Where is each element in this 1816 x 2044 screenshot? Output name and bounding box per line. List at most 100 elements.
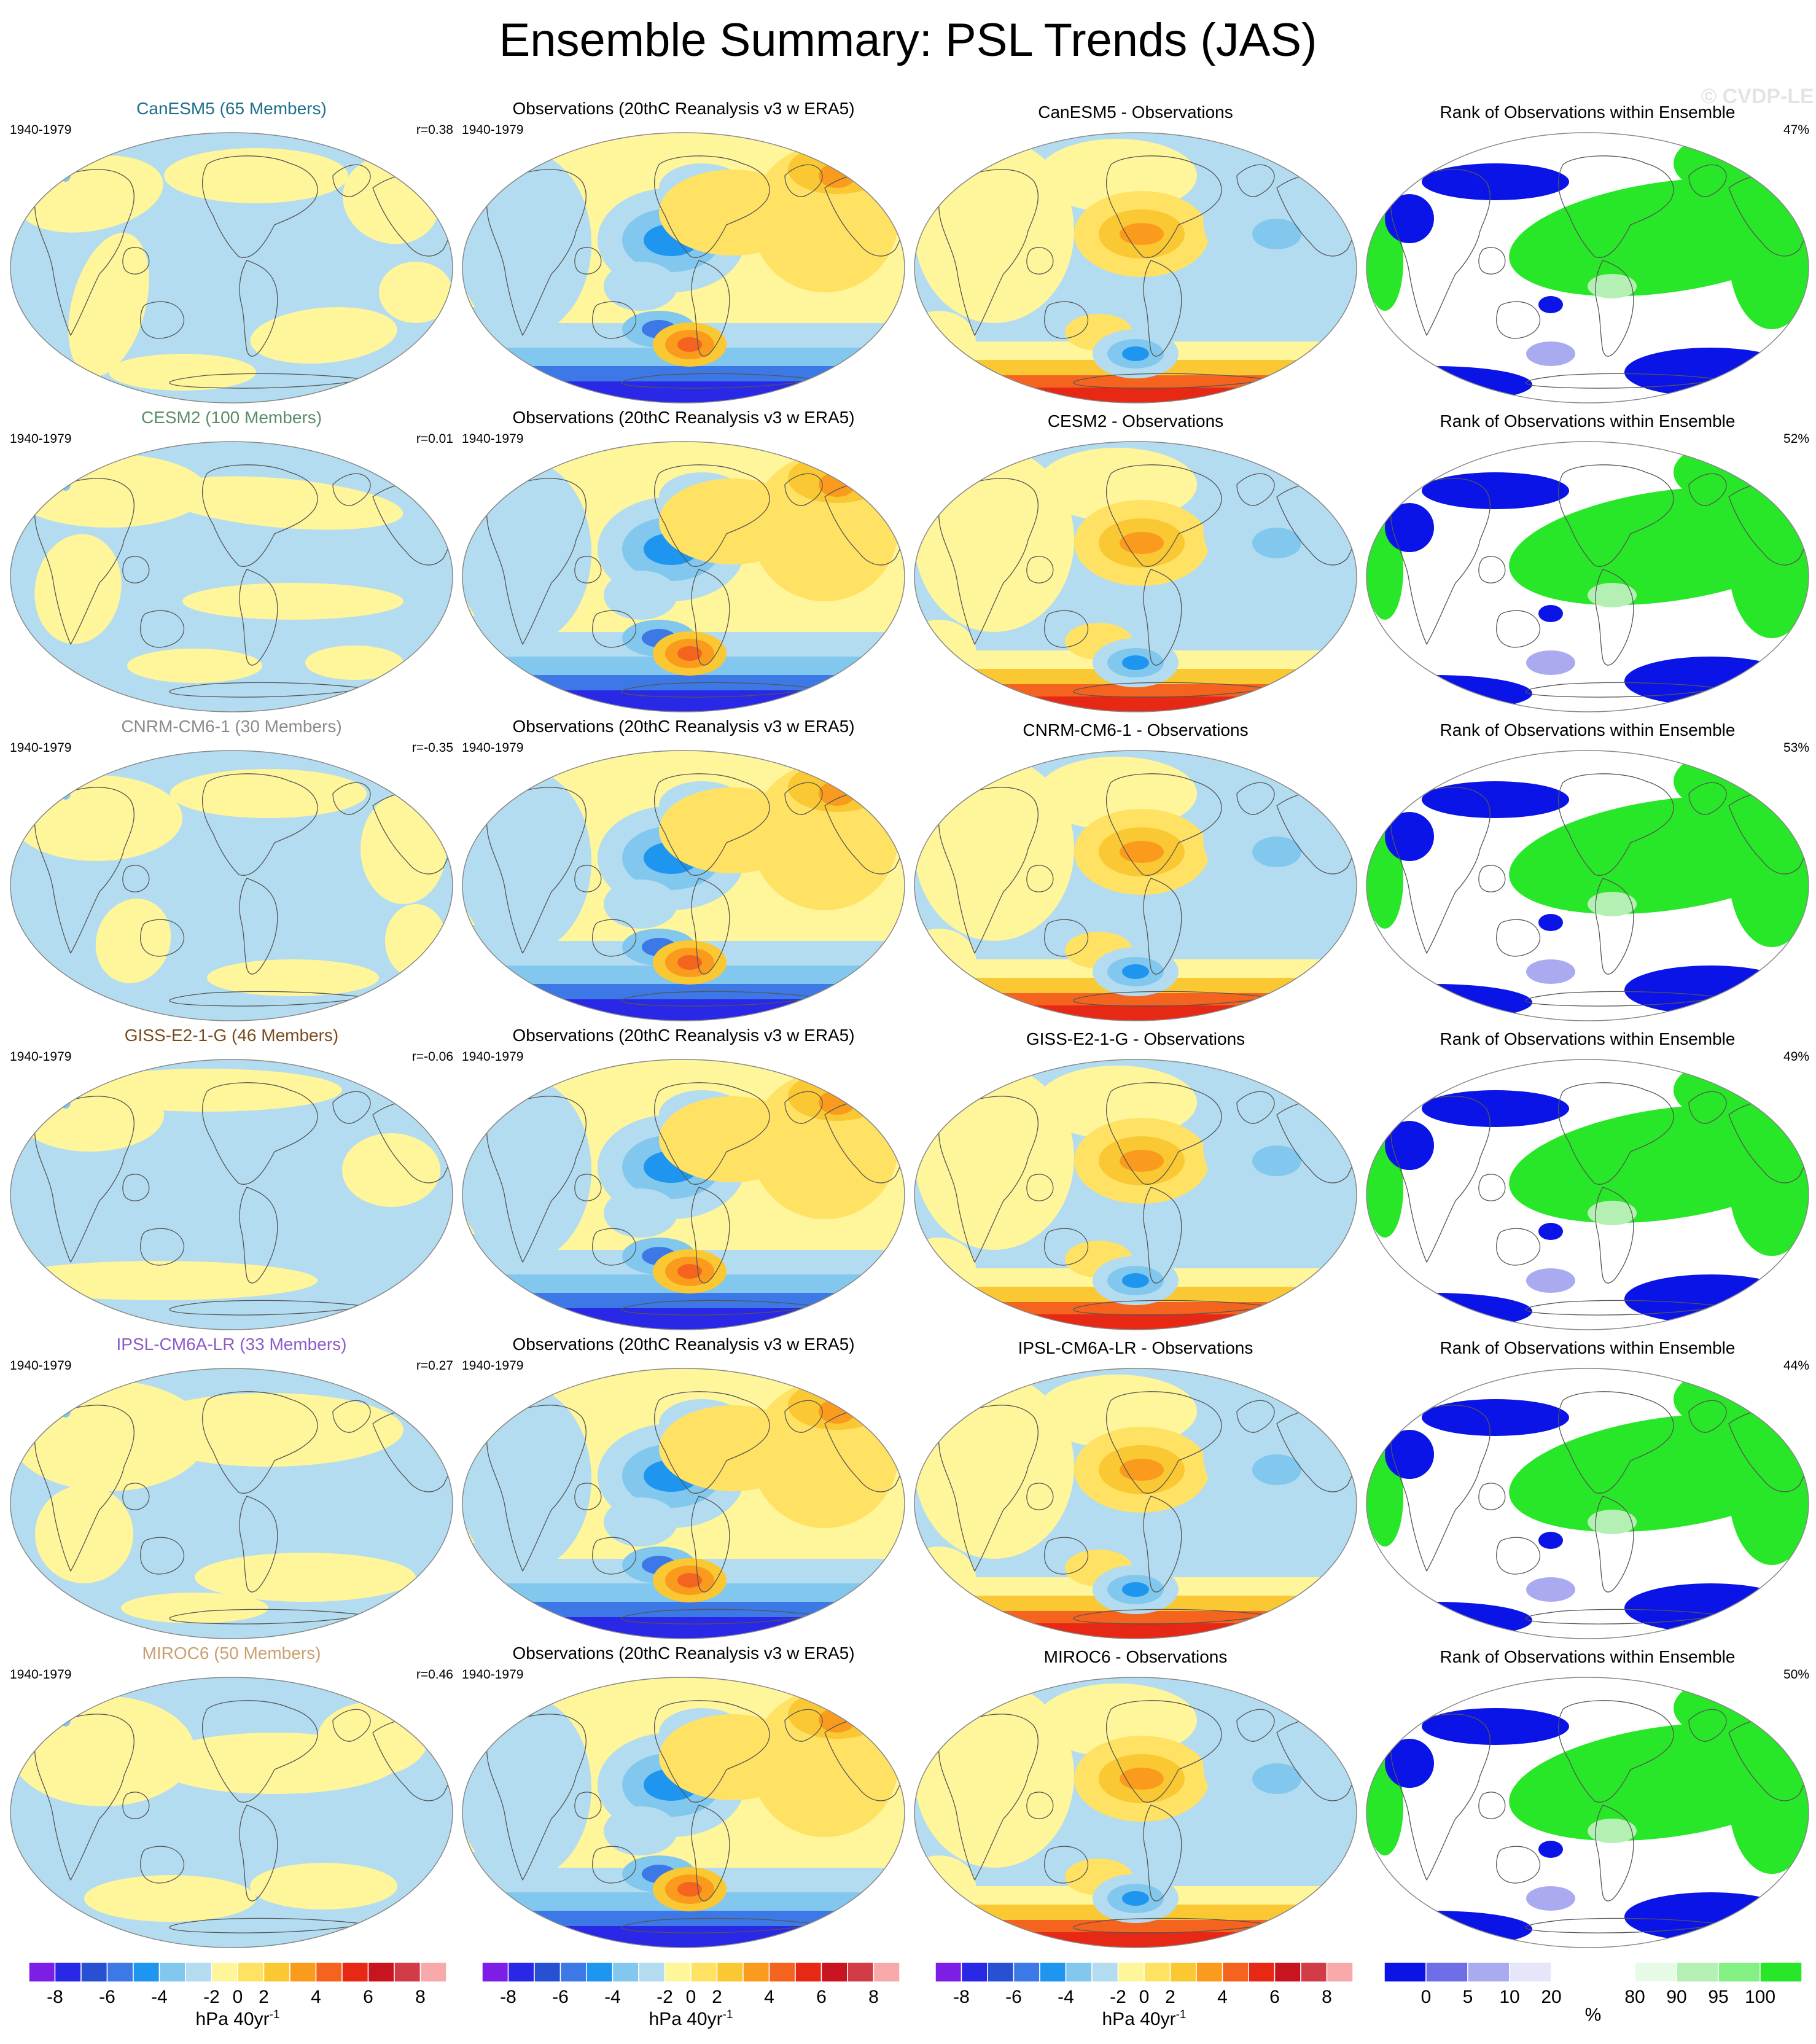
panel-title: MIROC6 (50 Members) (142, 1644, 321, 1663)
diff-map (914, 1059, 1357, 1330)
colorbar-tick-label: 4 (1217, 1987, 1228, 2007)
panel-title: Rank of Observations within Ensemble (1440, 1338, 1736, 1357)
positive-trend-region (659, 1405, 806, 1491)
model-map (10, 441, 453, 712)
low-rank-region (1366, 1911, 1532, 1948)
positive-trend-region (819, 1399, 855, 1424)
low-rank-region (1422, 472, 1569, 509)
rank-map (1366, 750, 1809, 1021)
map-border (462, 441, 905, 712)
negative-trend-band (462, 999, 905, 1021)
positive-trend-region (207, 959, 379, 996)
high-rank-region (1729, 800, 1809, 947)
negative-trend-region (1252, 837, 1301, 867)
diff-panel: CNRM-CM6-1 - Observations (911, 716, 1360, 1023)
coastlines (1390, 155, 1809, 389)
low-rank-region (1422, 1090, 1569, 1127)
low-rank-region (1422, 781, 1569, 818)
rank-panel: Rank of Observations within Ensemble 52% (1363, 407, 1812, 714)
positive-trend-region (1120, 1459, 1164, 1481)
map-fill (1366, 442, 1809, 712)
positive-trend-region (72, 1069, 342, 1112)
colorbar-tick-label: 95 (1708, 1987, 1728, 2007)
colorbar-swatch (1326, 1962, 1354, 1983)
positive-trend-region (250, 306, 397, 364)
positive-trend-region (318, 1702, 428, 1776)
colorbar-tick-label: 20 (1541, 1987, 1561, 2007)
low-rank-region (1422, 1708, 1569, 1745)
colorbar-tick-label: -6 (99, 1987, 115, 2007)
colorbar-tick-label: -8 (500, 1987, 516, 2007)
low-rank-region (1526, 959, 1575, 984)
colorbar-swatch (534, 1962, 561, 1983)
colorbar-tick-label: -8 (953, 1987, 970, 2007)
positive-trend-region (133, 1393, 403, 1467)
high-rank-region (1729, 1726, 1809, 1874)
low-rank-region (1624, 1583, 1796, 1632)
positive-trend-region (677, 646, 702, 661)
map-border (1366, 1677, 1809, 1948)
colorbar-tick-label: -6 (1005, 1987, 1022, 2007)
colorbar-tick-label: 8 (1322, 1987, 1332, 2007)
colorbar-swatches: -8 -6 -4 -2 0 2 4 6 8 (935, 1962, 1354, 2007)
map-border (914, 1059, 1357, 1330)
colorbar-swatch (106, 1962, 134, 1983)
low-rank-region (1624, 657, 1796, 706)
rank-map (1366, 1677, 1809, 1948)
high-rank-region (1588, 1510, 1637, 1534)
positive-trend-region (250, 1863, 397, 1909)
model-map (10, 750, 453, 1021)
colorbar-tick-label: 4 (764, 1987, 774, 2007)
low-rank-region (1624, 1892, 1796, 1941)
rank-panel: Rank of Observations within Ensemble 53% (1363, 716, 1812, 1023)
map-border (462, 1677, 905, 1948)
negative-trend-region (1122, 1582, 1149, 1597)
coastlines (1390, 773, 1809, 1007)
low-rank-region (1385, 812, 1434, 861)
obs-panel: Observations (20thC Reanalysis v3 w ERA5… (459, 407, 908, 714)
positive-trend-region (158, 476, 403, 530)
colorbar-swatch (1117, 1962, 1145, 1983)
colorbar-swatch (638, 1962, 666, 1983)
colorbar-tick-label: -8 (47, 1987, 63, 2007)
colorbar-swatch (1509, 1962, 1552, 1983)
period-label: 1940-1979 (10, 741, 72, 755)
obs-map (462, 1368, 905, 1639)
panel-title: Observations (20thC Reanalysis v3 w ERA5… (512, 1026, 855, 1045)
model-panel: CESM2 (100 Members) 1940-1979 r=0.01 (7, 407, 456, 714)
low-rank-region (1385, 1121, 1434, 1170)
positive-trend-region (819, 781, 855, 806)
negative-trend-region (1203, 781, 1314, 892)
period-label: 1940-1979 (462, 1668, 524, 1682)
positive-trend-region (379, 262, 453, 323)
map-border (462, 132, 905, 404)
high-rank-region (1729, 1418, 1809, 1565)
negative-trend-region (1252, 1145, 1301, 1176)
diff-panel: IPSL-CM6A-LR - Observations (911, 1334, 1360, 1641)
map-border (462, 750, 905, 1021)
colorbar-tick-label: 10 (1499, 1987, 1519, 2007)
positive-trend-region (659, 1714, 806, 1800)
positive-trend-region (127, 649, 262, 683)
coastlines (486, 1082, 905, 1316)
colorbar-swatches: 0 5 10 20 80 90 95 100 (1384, 1962, 1802, 2007)
panel-title: Observations (20thC Reanalysis v3 w ERA5… (512, 1335, 855, 1354)
low-rank-region (1538, 1532, 1563, 1549)
coastlines (486, 1391, 905, 1625)
positive-trend-region (677, 955, 702, 970)
positive-trend-region (1120, 841, 1164, 863)
panel-title: Rank of Observations within Ensemble (1440, 1029, 1736, 1048)
colorbar-tick-label: 0 (1139, 1987, 1150, 2007)
colorbar-swatch (690, 1962, 718, 1983)
low-rank-region (1526, 1577, 1575, 1602)
map-border (1366, 1059, 1809, 1330)
panel-title: GISS-E2-1-G - Observations (1026, 1029, 1245, 1048)
low-rank-region (1538, 1841, 1563, 1858)
positive-trend-region (1120, 223, 1164, 245)
map-fill (10, 1059, 453, 1330)
colorbar-swatch (961, 1962, 988, 1983)
colorbar-swatch (935, 1962, 962, 1983)
obs-panel: Observations (20thC Reanalysis v3 w ERA5… (459, 1334, 908, 1641)
watermark: © CVDP-LE (1701, 85, 1814, 108)
high-rank-region (1729, 1109, 1809, 1256)
